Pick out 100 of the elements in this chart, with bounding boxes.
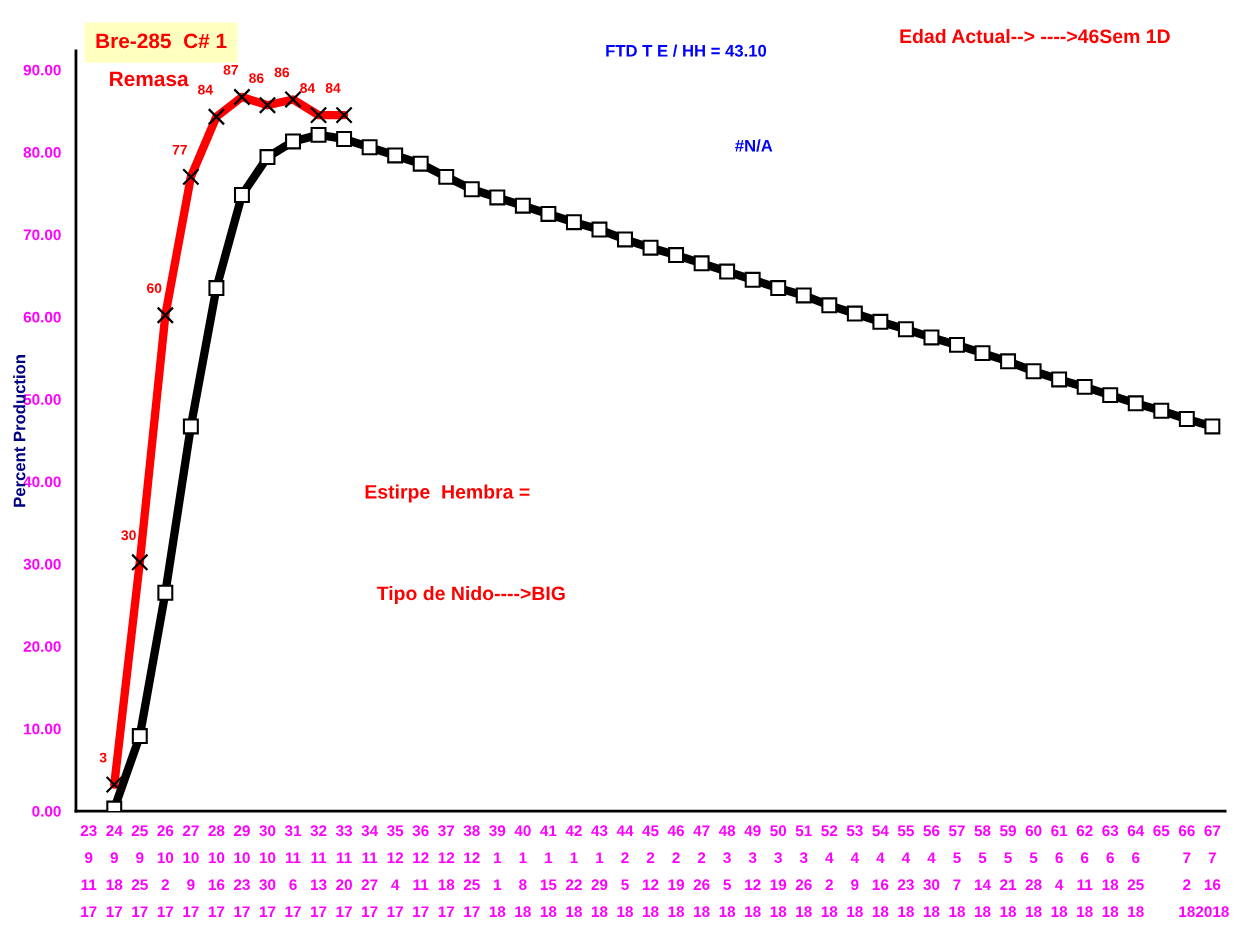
x-tick-label: 60 5 28 18 xyxy=(1025,825,1042,918)
x-tick-label: 40 1 8 18 xyxy=(514,825,531,918)
point xyxy=(387,147,404,164)
y-tick-label: 30.00 xyxy=(23,558,61,570)
y-tick-label: 0.00 xyxy=(32,805,61,817)
x-tick-label: 48 3 5 18 xyxy=(718,825,736,918)
point xyxy=(565,214,582,231)
y-tick-label: 70.00 xyxy=(23,229,61,241)
text: Edad Actual--> ---->46Sem 1D xyxy=(900,28,1170,44)
point xyxy=(157,584,174,601)
point xyxy=(1102,387,1119,404)
point xyxy=(540,205,557,222)
y-tick-label: 80.00 xyxy=(23,147,61,158)
point xyxy=(233,187,250,203)
x-tick-label: 37 12 18 17 xyxy=(438,825,455,917)
point xyxy=(897,321,914,338)
y-tick-label: 90.00 xyxy=(23,64,61,76)
x-tick-label: 30 10 30 17 xyxy=(259,825,276,917)
x-tick-label: 64 6 25 18 xyxy=(1127,825,1145,918)
annotation: Remasa xyxy=(110,71,189,87)
point xyxy=(208,280,225,297)
x-tick-label: 35 12 4 17 xyxy=(387,825,404,917)
point xyxy=(949,336,965,353)
x-tick-label: 55 4 23 18 xyxy=(897,825,914,918)
point xyxy=(336,131,353,147)
point xyxy=(617,231,633,248)
point xyxy=(974,345,991,362)
data-label: 30 xyxy=(121,530,136,541)
point xyxy=(1178,411,1195,427)
x-tick-label: 41 1 15 18 xyxy=(540,825,557,918)
x-tick-label: 46 2 19 18 xyxy=(667,825,685,918)
x-tick-label: 31 11 6 17 xyxy=(284,825,302,917)
point xyxy=(821,297,838,314)
annotation: #N/A xyxy=(735,139,773,152)
x-tick-label: 56 4 30 18 xyxy=(923,825,940,918)
x-tick-label: 39 1 1 18 xyxy=(489,825,506,918)
x-tick-label: 53 4 9 18 xyxy=(846,825,863,918)
x-tick-label: 25 9 25 17 xyxy=(131,825,148,917)
point xyxy=(285,133,301,150)
point xyxy=(1025,363,1042,380)
x-tick-label: 54 4 16 18 xyxy=(872,825,889,918)
data-label: 3 xyxy=(99,752,107,763)
data-label: 87 xyxy=(223,64,238,75)
point xyxy=(182,418,199,435)
point xyxy=(872,313,889,330)
x-tick-label: 26 10 2 17 xyxy=(157,825,174,917)
x-tick-label: 28 10 16 17 xyxy=(208,825,225,917)
x-tick-label: 58 5 14 18 xyxy=(974,825,991,918)
x-tick-label: 63 6 18 18 xyxy=(1102,825,1119,918)
x-tick-label: 50 3 19 18 xyxy=(770,825,787,918)
point xyxy=(1000,353,1017,370)
x-tick-label: 44 2 5 18 xyxy=(616,825,634,918)
x-tick-label: 43 1 29 18 xyxy=(591,825,608,918)
x-tick-label: 57 5 7 18 xyxy=(948,825,966,918)
point xyxy=(795,287,812,304)
point xyxy=(642,239,659,256)
point xyxy=(514,197,531,214)
point xyxy=(361,139,378,156)
y-tick-label: 60.00 xyxy=(23,311,61,323)
point xyxy=(1127,395,1144,412)
x-tick-label: 67 7 16 2018 xyxy=(1195,825,1229,918)
x-tick-label: 32 11 13 17 xyxy=(310,825,327,917)
x-tick-label: 29 10 23 17 xyxy=(233,825,250,917)
point xyxy=(310,126,327,143)
point xyxy=(693,255,710,272)
point xyxy=(412,155,429,172)
point xyxy=(668,247,685,264)
point xyxy=(259,149,276,166)
point xyxy=(1051,371,1068,388)
point xyxy=(489,189,506,206)
x-tick-label: 23 9 11 17 xyxy=(80,825,97,917)
point xyxy=(463,181,480,198)
x-tick-label: 33 11 20 17 xyxy=(335,825,353,917)
data-label: 60 xyxy=(147,283,162,294)
x-tick-label: 36 12 11 17 xyxy=(412,825,429,917)
point xyxy=(1204,418,1221,435)
point xyxy=(438,168,455,185)
text: Bre-285 C# 1 xyxy=(96,33,227,49)
data-label: 77 xyxy=(172,144,187,155)
x-tick-label: 45 2 12 18 xyxy=(642,825,659,918)
x-tick-label: 27 10 9 17 xyxy=(182,825,199,917)
annotation: Estirpe Hembra = xyxy=(365,484,530,503)
point xyxy=(1153,402,1170,419)
annotation: Tipo de Nido---->BIG xyxy=(376,585,565,605)
point xyxy=(1076,378,1093,395)
y-tick-label: 10.00 xyxy=(24,723,61,735)
point xyxy=(846,305,863,322)
point xyxy=(719,263,736,280)
x-tick-label: 59 5 21 18 xyxy=(1000,825,1017,918)
point xyxy=(591,221,608,238)
x-tick-label: 49 3 12 18 xyxy=(744,825,761,918)
data-label: 84 xyxy=(300,83,316,93)
x-tick-label: 38 12 25 17 xyxy=(463,825,480,917)
x-tick-label: 52 4 2 18 xyxy=(821,825,838,918)
data-label: 84 xyxy=(325,83,341,93)
x-tick-label: 66 7 2 18 xyxy=(1178,825,1195,918)
x-tick-label: 42 1 22 18 xyxy=(565,825,582,918)
annotation: FTD T E / HH = 43.10 xyxy=(606,44,767,57)
x-tick-label: 34 11 27 17 xyxy=(361,825,379,917)
x-tick-label: 65 xyxy=(1153,825,1170,837)
